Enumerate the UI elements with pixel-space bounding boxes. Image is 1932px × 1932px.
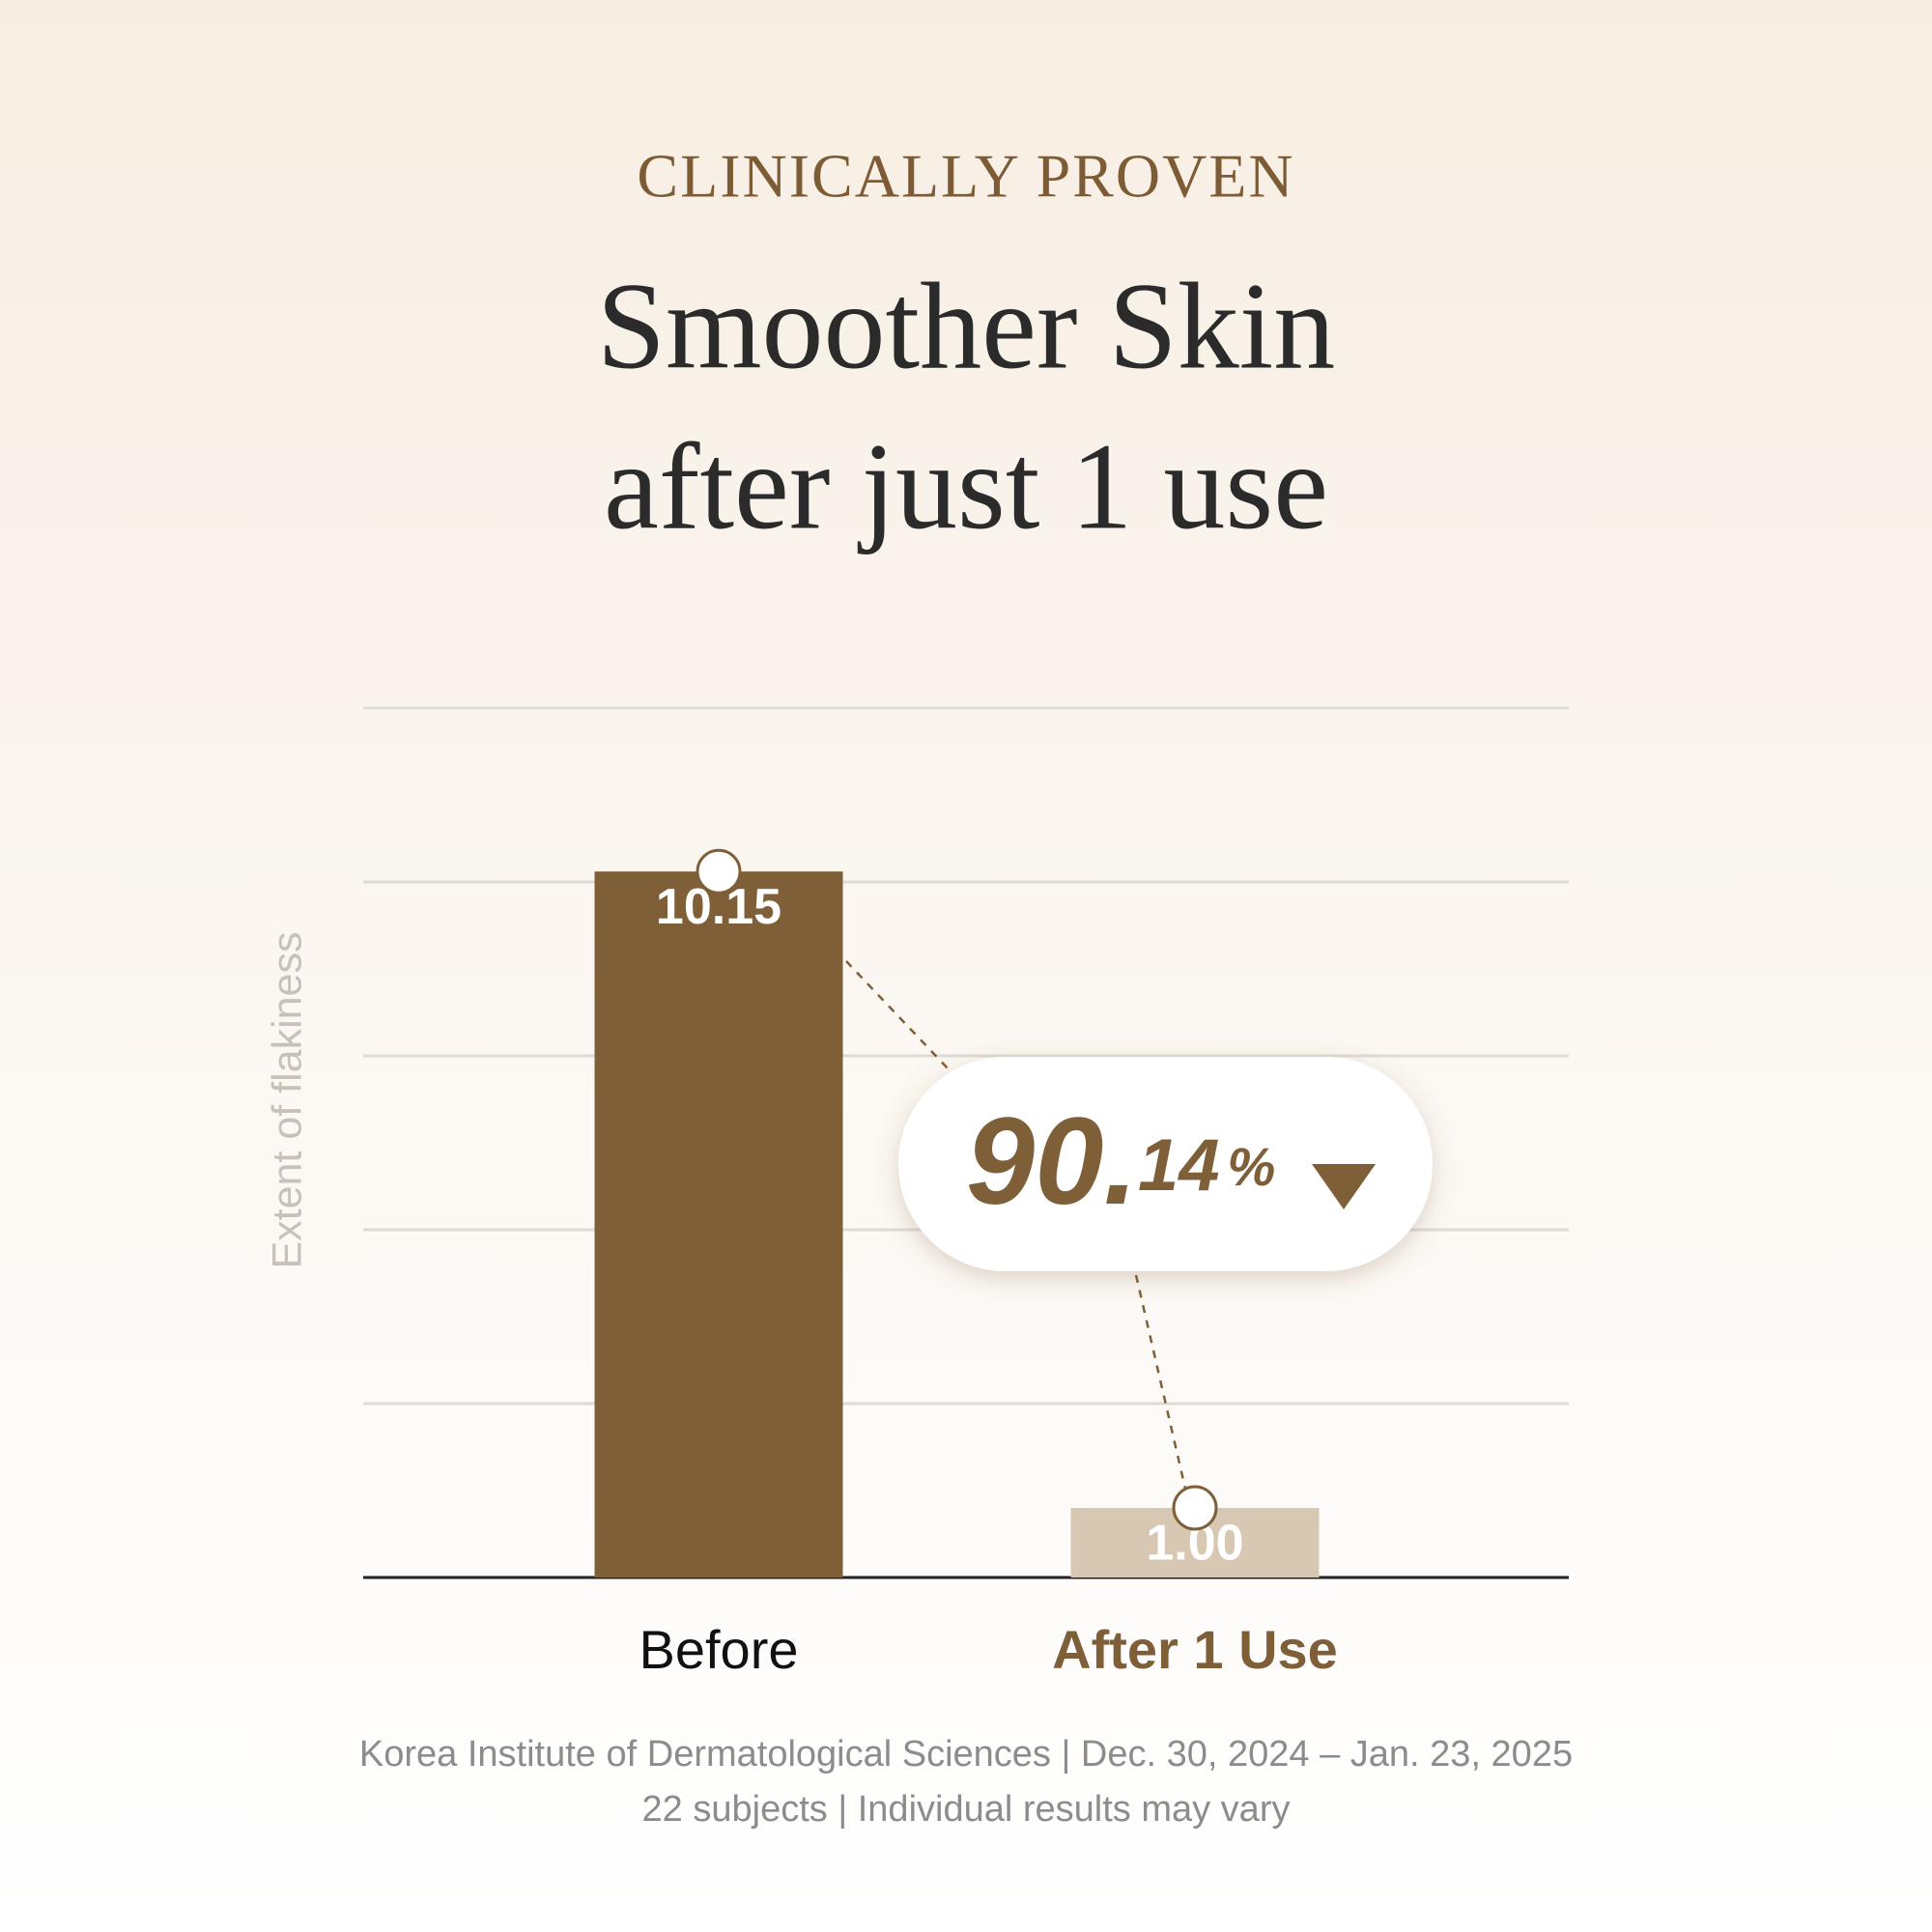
footnote: Korea Institute of Dermatological Scienc… (359, 1734, 1573, 1775)
bar (594, 871, 843, 1577)
annotation: 90.14% (966, 1093, 1275, 1231)
marker (696, 848, 742, 895)
badge (898, 1057, 1433, 1271)
down-arrow (1312, 1164, 1376, 1209)
x-tick-label: After 1 Use (1052, 1619, 1338, 1680)
connector (845, 960, 950, 1070)
x-tick-label: Before (639, 1619, 799, 1680)
marker (1172, 1485, 1218, 1531)
headline: after just 1 use (604, 417, 1328, 554)
eyebrow: CLINICALLY PROVEN (637, 142, 1294, 211)
headline: Smoother Skin (597, 257, 1336, 394)
footnote: 22 subjects | Individual results may var… (642, 1789, 1291, 1830)
y-axis-label: Extent of flakiness (264, 932, 310, 1269)
connector (1134, 1274, 1187, 1490)
